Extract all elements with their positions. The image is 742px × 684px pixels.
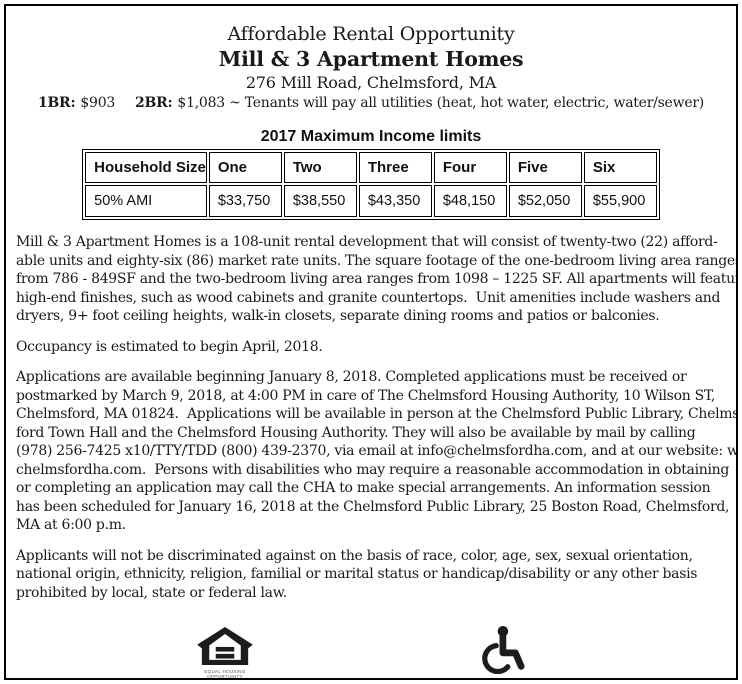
body-text-section: Mill & 3 Apartment Homes is a 108-unit r… xyxy=(14,233,738,602)
rent-2br-value: $1,083 ~ Tenants will pay all utilities … xyxy=(177,95,705,111)
income-value-cell: $33,750 xyxy=(208,185,282,217)
column-header-two: Two xyxy=(283,152,357,183)
column-header-six: Six xyxy=(583,152,657,183)
column-header-four: Four xyxy=(433,152,507,183)
property-name: Mill & 3 Apartment Homes xyxy=(218,47,524,71)
rent-1br-value: $903 xyxy=(80,95,116,111)
equal-housing-caption: EQUAL HOUSING OPPORTUNITY xyxy=(204,669,246,679)
income-value-cell: $52,050 xyxy=(508,185,582,217)
wheelchair-accessibility-icon xyxy=(477,626,527,675)
table-row: 50% AMI $33,750 $38,550 $43,350 $48,150 … xyxy=(85,185,657,217)
equal-housing-logo: EQUAL HOUSING OPPORTUNITY xyxy=(194,627,256,679)
page-border-frame: Affordable Rental Opportunity Mill & 3 A… xyxy=(4,4,738,680)
rent-line: 1BR: $903 2BR: $1,083 ~ Tenants will pay al… xyxy=(14,95,728,111)
column-header-three: Three xyxy=(358,152,432,183)
income-limits-section: 2017 Maximum Income limits Household Siz… xyxy=(14,128,728,220)
footer-icons: EQUAL HOUSING OPPORTUNITY xyxy=(6,620,736,679)
income-limits-table: Household Size One Two Three Four Five S… xyxy=(82,149,660,220)
rent-1br-label: 1BR: xyxy=(37,95,76,111)
column-header-five: Five xyxy=(508,152,582,183)
body-paragraph-development: Mill & 3 Apartment Homes is a 108-unit r… xyxy=(16,234,738,324)
column-header-household-size: Household Size xyxy=(85,152,207,183)
body-paragraph-applications: Applications are available beginning Jan… xyxy=(16,369,738,533)
property-address: 276 Mill Road, Chelmsford, MA xyxy=(245,73,497,92)
rent-2br-label: 2BR: xyxy=(135,95,173,111)
column-header-one: One xyxy=(208,152,282,183)
income-value-cell: $43,350 xyxy=(358,185,432,217)
income-value-cell: $38,550 xyxy=(283,185,357,217)
income-value-cell: $48,150 xyxy=(433,185,507,217)
page-title: Affordable Rental Opportunity xyxy=(227,23,515,45)
row-label-50-ami: 50% AMI xyxy=(85,185,207,217)
body-paragraph-nondiscrimination: Applicants will not be discriminated aga… xyxy=(16,547,698,601)
body-paragraph-occupancy: Occupancy is estimated to begin April, 2… xyxy=(16,338,323,355)
income-table-title: 2017 Maximum Income limits xyxy=(260,128,482,145)
income-value-cell: $55,900 xyxy=(583,185,657,217)
equal-housing-house-icon xyxy=(197,627,253,665)
flyer-header: Affordable Rental Opportunity Mill & 3 A… xyxy=(14,23,728,111)
table-header-row: Household Size One Two Three Four Five S… xyxy=(85,152,657,183)
